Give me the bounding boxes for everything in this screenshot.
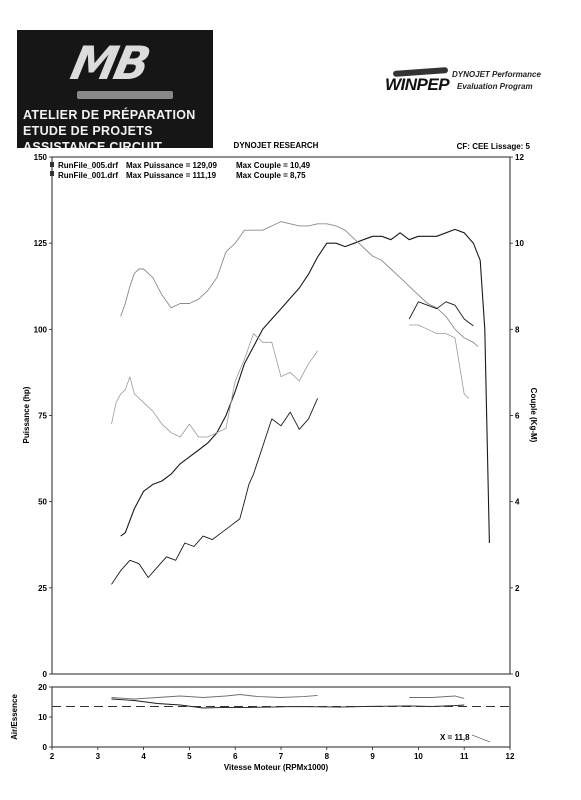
winpep-line-1: DYNOJET Performance bbox=[452, 70, 541, 79]
afr-line-runfile001drf bbox=[111, 694, 318, 700]
afr-y-tick-label: 20 bbox=[38, 683, 47, 692]
y-left-tick-label: 75 bbox=[38, 412, 47, 421]
mb-logo-line-3: ASSISTANCE CIRCUIT bbox=[23, 140, 163, 148]
mb-logo-line-2: ETUDE DE PROJETS bbox=[23, 124, 153, 138]
series-line-runfile001drf-torque bbox=[111, 333, 318, 438]
x-tick-label: 4 bbox=[141, 752, 146, 761]
y-right-tick-label: 2 bbox=[515, 584, 520, 593]
afr-annotation: X = 11,8 bbox=[440, 733, 470, 742]
x-tick-label: 11 bbox=[460, 752, 469, 761]
mb-logo-line-1: ATELIER DE PRÉPARATION bbox=[23, 108, 196, 122]
x-tick-label: 5 bbox=[187, 752, 192, 761]
torque-axis-ticks: 0 2 4 6 8 10 12 bbox=[510, 153, 524, 679]
legend-run-005-power: Max Puissance = 129,09 bbox=[126, 161, 218, 170]
series-line-runfile005drf-power bbox=[120, 228, 490, 544]
afr-series bbox=[111, 694, 465, 709]
legend-run-001-power: Max Puissance = 111,19 bbox=[126, 171, 217, 180]
legend-marker-run-005 bbox=[50, 162, 54, 167]
winpep-line-2: Evaluation Program bbox=[457, 82, 533, 91]
y-left-tick-label: 125 bbox=[34, 239, 48, 248]
series-line-runfile001drf-power bbox=[111, 398, 319, 585]
y-right-tick-label: 6 bbox=[515, 412, 520, 421]
y-right-tick-label: 10 bbox=[515, 239, 524, 248]
y-left-tick-label: 25 bbox=[38, 584, 47, 593]
y-right-tick-label: 4 bbox=[515, 498, 520, 507]
x-tick-label: 12 bbox=[506, 752, 515, 761]
afr-line-runfile001drf bbox=[409, 695, 465, 699]
x-tick-label: 7 bbox=[279, 752, 284, 761]
legend-marker-run-001 bbox=[50, 171, 54, 176]
winpep-word: WINPEP bbox=[385, 75, 450, 94]
afr-y-tick-label: 0 bbox=[43, 743, 48, 752]
x-tick-label: 9 bbox=[370, 752, 375, 761]
cf-label: CF: CEE Lissage: 5 bbox=[457, 142, 531, 151]
rpm-axis-ticks: 2 3 4 5 6 7 8 9 10 11 12 bbox=[50, 747, 515, 761]
afr-y-label: Air/Essence bbox=[10, 694, 19, 740]
x-tick-label: 10 bbox=[414, 752, 423, 761]
legend: RunFile_005.drf Max Puissance = 129,09 M… bbox=[50, 161, 311, 180]
y-right-tick-label: 12 bbox=[515, 153, 524, 162]
afr-axis-ticks: 0 10 20 bbox=[38, 683, 52, 752]
power-axis-ticks: 0 25 50 75 100 125 150 bbox=[34, 153, 52, 679]
legend-run-001-file: RunFile_001.drf bbox=[58, 171, 118, 180]
legend-run-001-torque: Max Couple = 8,75 bbox=[236, 171, 306, 180]
y-left-label: Puissance (hp) bbox=[22, 386, 31, 443]
x-tick-label: 3 bbox=[96, 752, 101, 761]
y-right-tick-label: 0 bbox=[515, 670, 520, 679]
winpep-logo: WINPEP DYNOJET Performance Evaluation Pr… bbox=[385, 60, 545, 110]
y-right-tick-label: 8 bbox=[515, 325, 520, 334]
afr-y-tick-label: 10 bbox=[38, 713, 47, 722]
legend-run-005-file: RunFile_005.drf bbox=[58, 161, 118, 170]
series-line-runfile005drf-torque bbox=[120, 221, 479, 347]
series-line-runfile001drf-torque bbox=[409, 324, 470, 399]
y-left-tick-label: 100 bbox=[34, 325, 48, 334]
x-tick-label: 2 bbox=[50, 752, 55, 761]
x-tick-label: 8 bbox=[325, 752, 330, 761]
series-line-runfile001drf-power bbox=[408, 301, 474, 327]
chart-title: DYNOJET RESEARCH bbox=[234, 141, 319, 150]
y-left-tick-label: 150 bbox=[34, 153, 48, 162]
x-tick-label: 6 bbox=[233, 752, 238, 761]
y-right-label: Couple (Kg-M) bbox=[529, 388, 538, 443]
y-left-tick-label: 50 bbox=[38, 498, 47, 507]
y-left-tick-label: 0 bbox=[43, 670, 48, 679]
legend-run-005-torque: Max Couple = 10,49 bbox=[236, 161, 311, 170]
mb-motors-logo: MB ATELIER DE PRÉPARATION ETUDE DE PROJE… bbox=[17, 30, 213, 148]
chart-series bbox=[111, 221, 490, 585]
x-axis-label: Vitesse Moteur (RPMx1000) bbox=[224, 763, 329, 772]
afr-annotation-pointer bbox=[471, 734, 491, 743]
mb-logo-bar bbox=[77, 91, 173, 99]
